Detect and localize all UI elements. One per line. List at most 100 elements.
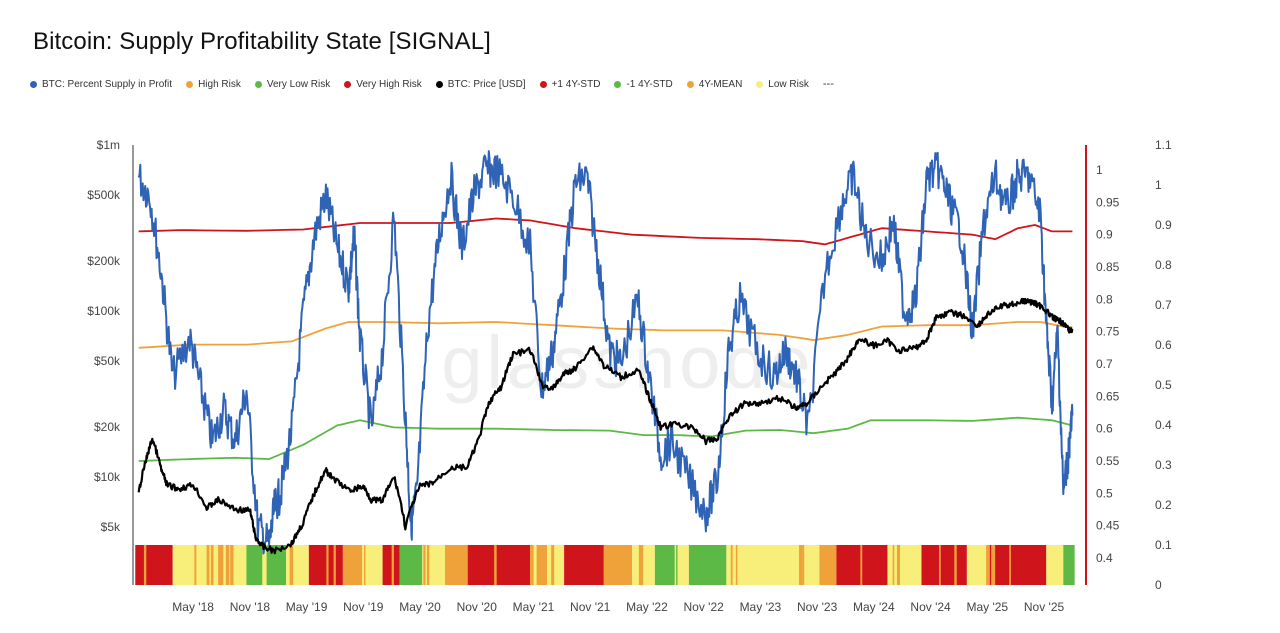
signal-band-stripe — [494, 545, 497, 585]
price-tick-label: $100k — [87, 304, 121, 318]
signal-band-stripe — [726, 545, 729, 585]
signal-tick-label: 0.7 — [1155, 298, 1172, 312]
signal-band-stripe — [896, 545, 901, 585]
signal-band-stripe — [289, 545, 294, 585]
signal-band-segment-very-high — [564, 545, 604, 585]
signal-band-stripe — [551, 545, 555, 585]
x-tick-label: May '24 — [853, 600, 895, 614]
price-tick-label: $200k — [87, 254, 121, 268]
profit-tick-label: 0.65 — [1096, 389, 1120, 403]
legend-label: Very High Risk — [356, 78, 422, 90]
signal-band-stripe — [210, 545, 214, 585]
signal-tick-label: 0.2 — [1155, 498, 1172, 512]
price-tick-label: $500k — [87, 188, 121, 202]
legend-swatch-icon — [30, 80, 37, 88]
signal-band-stripe — [194, 545, 197, 585]
signal-band-stripe — [230, 545, 234, 585]
x-tick-label: Nov '18 — [230, 600, 271, 614]
signal-band-stripe — [938, 545, 941, 585]
signal-band-stripe — [735, 545, 738, 585]
signal-band-segment-low — [229, 545, 247, 585]
signal-tick-label: 0 — [1155, 578, 1162, 592]
legend-item-high-risk[interactable]: High Risk — [186, 79, 241, 90]
signal-band-stripe — [799, 545, 803, 585]
legend-swatch-icon — [686, 80, 694, 88]
legend-swatch-icon — [186, 80, 194, 88]
legend-item-very-high-risk[interactable]: Very High Risk — [344, 79, 422, 90]
legend-swatch-icon — [539, 80, 547, 88]
profit-tick-label: 0.75 — [1096, 325, 1120, 339]
x-tick-label: May '19 — [286, 600, 328, 614]
signal-band-segment-very-low — [688, 545, 729, 585]
signal-band-stripe — [533, 545, 537, 585]
legend-swatch-icon — [756, 80, 764, 88]
signal-tick-label: 0.9 — [1155, 218, 1172, 232]
legend-item-4y-mean[interactable]: 4Y-MEAN — [686, 78, 743, 90]
x-tick-label: May '21 — [513, 600, 555, 614]
x-tick-label: Nov '22 — [684, 600, 725, 614]
legend-label: +1 4Y-STD — [551, 78, 601, 90]
signal-tick-label: 0.4 — [1155, 418, 1172, 432]
signal-band-segment-very-high — [989, 545, 1047, 585]
signal-band-segment-very-low — [654, 545, 678, 585]
legend-label: High Risk — [198, 78, 241, 90]
legend-swatch-icon — [344, 80, 352, 88]
price-tick-label: $1m — [97, 138, 120, 152]
signal-band-segment-low — [677, 545, 689, 585]
legend-item-very-low-risk[interactable]: Very Low Risk — [254, 78, 331, 90]
profit-tick-label: 0.6 — [1096, 422, 1113, 436]
series-btc-price-usd — [137, 297, 1074, 555]
legend-item-minus-1-4y-std[interactable]: -1 4Y-STD — [614, 79, 673, 90]
signal-band-stripe — [860, 545, 862, 585]
signal-band-segment-low — [286, 545, 309, 585]
legend-label: 4Y-MEAN — [698, 78, 743, 90]
signal-band-segment-low — [547, 545, 565, 585]
page-title: Bitcoin: Supply Profitability State [SIG… — [33, 28, 491, 55]
profit-tick-label: 0.4 — [1096, 551, 1113, 565]
profit-tick-label: 0.85 — [1096, 260, 1120, 274]
legend-item-percent-supply-in-profit[interactable]: BTC: Percent Supply in Profit — [30, 79, 172, 90]
signal-band-stripe — [333, 545, 336, 585]
signal-band-stripe — [426, 545, 430, 585]
signal-tick-label: 1.1 — [1155, 138, 1172, 152]
signal-band — [135, 545, 1075, 585]
series-1-4y-std — [138, 416, 1073, 462]
signal-band-segment-low — [966, 545, 990, 585]
signal-band-segment-very-high — [308, 545, 343, 585]
signal-band-segment-low — [422, 545, 445, 585]
signal-band-segment-high — [342, 545, 366, 585]
signal-band-stripe — [326, 545, 329, 585]
legend-item-plus-1-4y-std[interactable]: +1 4Y-STD — [539, 78, 601, 90]
legend-more-button[interactable]: --- — [822, 78, 834, 90]
signal-band-stripe — [262, 545, 265, 585]
signal-band-stripe — [391, 545, 394, 585]
price-tick-label: $50k — [94, 354, 121, 368]
legend-label: Very Low Risk — [266, 78, 331, 90]
signal-band-stripe — [143, 545, 147, 585]
signal-band-segment-low — [728, 545, 820, 585]
signal-band-segment-very-low — [1063, 545, 1075, 585]
signal-band-segment-low — [632, 545, 655, 585]
profit-tick-label: 0.9 — [1096, 228, 1113, 242]
signal-band-stripe — [674, 545, 677, 585]
signal-band-segment-very-high — [921, 545, 967, 585]
x-tick-label: May '22 — [626, 600, 668, 614]
signal-band-stripe — [638, 545, 642, 585]
legend-item-btc-price[interactable]: BTC: Price [USD] — [435, 79, 526, 90]
signal-band-stripe — [423, 545, 426, 585]
legend-item-low-risk[interactable]: Low Risk — [756, 79, 809, 90]
signal-band-segment-high — [603, 545, 633, 585]
x-tick-label: May '20 — [399, 600, 441, 614]
series-4y-mean — [138, 321, 1073, 349]
signal-tick-label: 0.1 — [1155, 538, 1172, 552]
price-tick-label: $5k — [101, 520, 121, 534]
signal-tick-label: 1 — [1155, 178, 1162, 192]
signal-band-stripe — [1009, 545, 1011, 585]
x-tick-label: May '25 — [966, 600, 1008, 614]
x-tick-label: Nov '19 — [343, 600, 384, 614]
signal-tick-label: 0.3 — [1155, 458, 1172, 472]
signal-band-segment-very-low — [399, 545, 423, 585]
signal-band-segment-low — [365, 545, 383, 585]
signal-tick-label: 0.8 — [1155, 258, 1172, 272]
